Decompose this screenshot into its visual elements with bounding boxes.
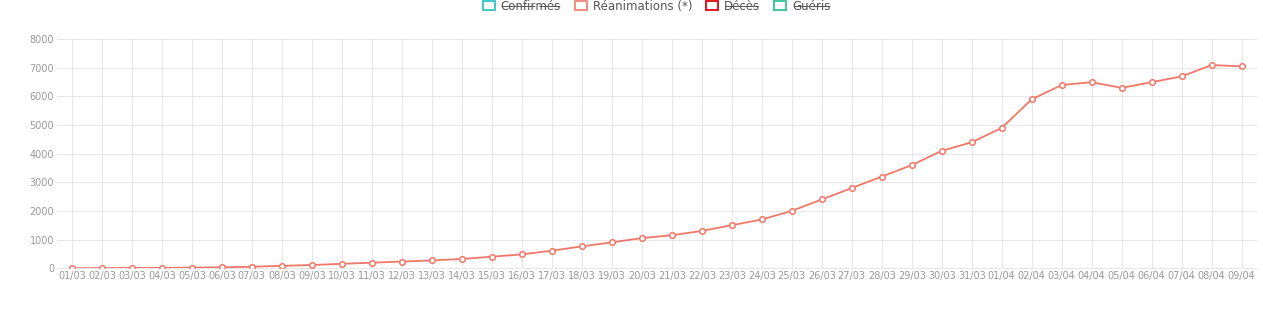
Legend: C̶o̶n̶f̶i̶r̶m̶é̶s̶, Réanimations (*), D̶é̶c̶è̶s̶, G̶u̶é̶r̶i̶s̶: C̶o̶n̶f̶i̶r̶m̶é̶s̶, Réanimations (*), D̶… [479,0,835,17]
